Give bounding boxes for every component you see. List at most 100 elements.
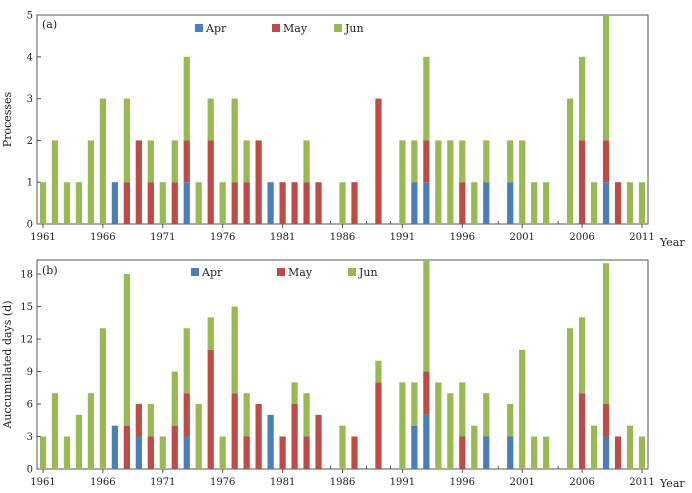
bar-may-1972 — [171, 182, 178, 224]
legend-label-jun: Jun — [358, 266, 378, 279]
bar-jun-1976 — [219, 436, 226, 469]
bar-jun-1976 — [219, 182, 226, 224]
x-tick-label: 1966 — [90, 477, 115, 488]
bar-jun-1962 — [51, 140, 59, 224]
bar-jun-1973 — [183, 328, 190, 394]
bar-apr-1973 — [183, 182, 190, 224]
bar-jun-1992 — [411, 382, 418, 426]
bar-jun-1963 — [63, 182, 71, 224]
bar-jun-2001 — [519, 140, 526, 224]
y-tick-label: 12 — [20, 335, 33, 346]
bar-may-2009 — [614, 436, 622, 469]
bar-jun-1977 — [231, 306, 238, 394]
bar-jun-1961 — [39, 182, 47, 224]
bar-apr-2000 — [507, 436, 514, 469]
bar-may-1987 — [351, 436, 358, 469]
panel-a-y-axis-title: Processes — [1, 91, 14, 147]
bar-jun-1997 — [471, 182, 478, 224]
panel-b-bars — [39, 260, 646, 469]
bar-may-1984 — [315, 182, 322, 224]
bar-jun-1975 — [207, 98, 214, 141]
legend-swatch-jun — [348, 268, 356, 276]
x-tick-label: 1976 — [210, 477, 235, 488]
bar-may-1981 — [279, 182, 286, 224]
bar-may-1970 — [147, 436, 154, 469]
x-tick-label: 1981 — [270, 232, 295, 243]
bar-jun-2003 — [543, 182, 550, 224]
legend-swatch-jun — [334, 24, 342, 32]
bar-may-2009 — [614, 182, 622, 224]
x-tick-label: 1961 — [30, 477, 55, 488]
bar-jun-1972 — [171, 371, 178, 426]
bar-jun-2002 — [531, 182, 538, 224]
bar-jun-2006 — [578, 56, 586, 141]
bar-may-1989 — [375, 98, 382, 224]
bar-may-1973 — [183, 393, 190, 437]
bar-jun-2010 — [626, 425, 634, 469]
x-tick-label: 1986 — [330, 232, 355, 243]
x-tick-label: 1961 — [30, 232, 55, 243]
bar-jun-1983 — [303, 393, 310, 437]
bar-may-1981 — [279, 436, 286, 469]
bar-may-1975 — [207, 349, 214, 469]
bar-jun-1982 — [291, 382, 298, 405]
bar-jun-1974 — [195, 404, 202, 469]
bar-jun-1978 — [243, 140, 250, 183]
bar-may-2008 — [602, 140, 610, 183]
bar-jun-1991 — [399, 382, 406, 469]
x-tick-label: 2011 — [629, 232, 654, 243]
panel-a-x-axis-title: Year — [659, 236, 685, 249]
panel-b-y-axis-title: Auccumulated days (d) — [1, 300, 14, 429]
bar-apr-1993 — [423, 414, 430, 469]
bar-jun-1961 — [39, 436, 47, 469]
bar-jun-2007 — [590, 182, 598, 224]
bar-apr-1967 — [111, 425, 118, 469]
x-tick-label: 1976 — [210, 232, 235, 243]
bar-jun-2011 — [638, 182, 646, 224]
bar-may-1996 — [459, 436, 466, 469]
bar-apr-2000 — [507, 182, 514, 224]
bar-jun-2005 — [567, 98, 574, 224]
y-tick-label: 5 — [27, 11, 33, 22]
bar-may-1969 — [135, 404, 142, 437]
bar-apr-1973 — [183, 436, 190, 469]
bar-may-1975 — [207, 140, 214, 224]
panel-b-x-axis-title: Year — [659, 477, 685, 490]
y-tick-label: 3 — [27, 94, 33, 105]
panel-b-ticks: 0 3 6 9 12 15 18 1961 1966 1971 1976 1981 1986 1991 19… — [20, 270, 654, 488]
bar-jun-1965 — [87, 393, 95, 469]
y-tick-label: 0 — [27, 465, 33, 476]
bar-jun-2000 — [507, 404, 514, 437]
bar-apr-1967 — [111, 182, 118, 224]
legend-label-apr: Apr — [201, 266, 223, 279]
bar-jun-1977 — [231, 98, 238, 183]
bar-jun-1964 — [75, 414, 83, 469]
bar-apr-1980 — [267, 414, 274, 469]
legend-label-may: May — [283, 22, 308, 35]
x-tick-label: 1991 — [390, 477, 415, 488]
y-tick-label: 3 — [27, 432, 33, 443]
panel-a-processes: (a) Processes Year Apr May Jun 0 1 2 3 4 5 196… — [1, 11, 685, 250]
x-tick-label: 2001 — [509, 232, 534, 243]
bar-jun-1991 — [399, 140, 406, 224]
x-tick-label: 2011 — [629, 477, 654, 488]
bar-jun-1972 — [171, 140, 178, 183]
y-tick-label: 6 — [27, 400, 33, 411]
x-tick-label: 1996 — [450, 477, 475, 488]
bar-jun-1993 — [423, 56, 430, 141]
bar-jun-1998 — [483, 140, 490, 183]
bar-jun-1964 — [75, 182, 83, 224]
x-tick-label: 2001 — [509, 477, 534, 488]
bar-may-1977 — [231, 393, 238, 469]
bar-jun-2005 — [567, 328, 574, 469]
bar-may-1983 — [303, 436, 310, 469]
bar-jun-2007 — [590, 425, 598, 469]
x-tick-label: 1986 — [330, 477, 355, 488]
bar-may-1978 — [243, 182, 250, 224]
bar-jun-1989 — [375, 360, 382, 383]
legend-swatch-may — [272, 24, 280, 32]
bar-apr-1980 — [267, 182, 274, 224]
bar-may-1969 — [135, 140, 142, 224]
y-tick-label: 18 — [20, 270, 33, 281]
bar-apr-2008 — [602, 436, 610, 469]
